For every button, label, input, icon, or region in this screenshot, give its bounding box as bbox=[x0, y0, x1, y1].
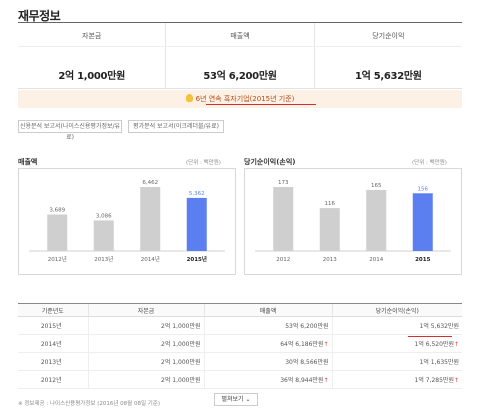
sales-value: 53억 6,200만원 bbox=[285, 323, 329, 330]
sales-value: 64억 6,186만원 bbox=[280, 341, 324, 348]
data-label: 173 bbox=[278, 180, 289, 186]
bulb-icon bbox=[185, 94, 193, 102]
data-source-note: ※ 정보제공 : 나이스신용평가정보 (2016년 08월 08일 기준) bbox=[18, 401, 161, 407]
bar-2012년 bbox=[47, 214, 68, 251]
tick-label: 2015년 bbox=[187, 255, 207, 263]
summary-label: 자본금 bbox=[82, 32, 102, 40]
page-title: 재무정보 bbox=[18, 9, 61, 23]
cell-capital: 2억 1,000만원 bbox=[87, 370, 204, 389]
cell-sales: 30억 8,566만원 bbox=[203, 352, 332, 371]
tick-label: 2013년 bbox=[94, 255, 113, 263]
divider bbox=[314, 46, 462, 47]
data-label: 156 bbox=[418, 186, 429, 192]
arrow-up-icon: ↑ bbox=[323, 341, 329, 348]
profit-chart-svg: 173 2012 116 2013 165 2014 156 2015 bbox=[255, 180, 451, 263]
sales-chart-title: 매출액 bbox=[18, 158, 38, 166]
cell-capital: 2억 1,000만원 bbox=[87, 334, 204, 353]
cell-net-income: 1억 6,520만원↑ bbox=[331, 334, 462, 353]
table-row: 2012년 2억 1,000만원 36억 8,944만원↑ 1억 7,285만원… bbox=[18, 370, 462, 389]
cell-net-income: 1억 5,632만원 bbox=[331, 316, 462, 335]
title-divider bbox=[18, 22, 462, 23]
evaluation-report-button[interactable]: 평가분석 보고서(이크레더블/유료) bbox=[128, 120, 224, 133]
summary-value: 2억 1,000만원 bbox=[58, 71, 125, 82]
tick-label: 2012년 bbox=[48, 255, 67, 263]
data-label: 6,462 bbox=[142, 180, 158, 186]
tick-label: 2012 bbox=[276, 257, 290, 263]
financial-table: 기준년도 자본금 매출액 당기순이익(손익) 2015년 2억 1,000만원 … bbox=[18, 303, 462, 389]
profit-value: 1억 6,520만원 bbox=[414, 341, 454, 348]
cell-net-income: 1억 7,285만원↑ bbox=[331, 370, 462, 389]
tick-label: 2014년 bbox=[141, 255, 160, 263]
cell-capital: 2억 1,000만원 bbox=[87, 316, 204, 335]
summary-panel: 자본금 2억 1,000만원 매출액 53억 6,200만원 당기순이익 1억 … bbox=[18, 23, 462, 89]
credit-report-button[interactable]: 신용분석 보고서(나이스신용평가정보/유료) bbox=[18, 120, 122, 141]
highlight-underline bbox=[206, 104, 316, 105]
cell-net-income: 1억 1,635만원 bbox=[331, 352, 462, 371]
expand-button[interactable]: 펼쳐보기 ⌄ bbox=[214, 393, 258, 406]
data-label: 5,362 bbox=[189, 191, 205, 197]
cell-sales: 36억 8,944만원↑ bbox=[203, 370, 332, 389]
profit-chart-title: 당기순이익(손익) bbox=[244, 158, 296, 166]
profit-value: 1억 5,632만원 bbox=[419, 323, 459, 330]
profit-value: 1억 7,285만원 bbox=[414, 377, 454, 384]
highlight-underline bbox=[408, 336, 452, 337]
col-sales: 매출액 bbox=[203, 303, 332, 317]
table-row: 2013년 2억 1,000만원 30억 8,566만원 1억 1,635만원 bbox=[18, 352, 462, 371]
col-capital: 자본금 bbox=[87, 303, 204, 317]
sales-chart-svg: 3,689 2012년 3,086 2013년 6,462 2014년 5,362 2015년 bbox=[29, 180, 225, 263]
table-row: 2014년 2억 1,000만원 64억 6,186만원↑ 1억 6,520만원… bbox=[18, 334, 462, 353]
bar-2014 bbox=[366, 189, 387, 251]
data-label: 3,689 bbox=[49, 207, 65, 213]
cell-year: 2013년 bbox=[18, 352, 88, 371]
bar-2012 bbox=[273, 187, 294, 251]
bar-2014년 bbox=[140, 187, 161, 251]
col-year: 기준년도 bbox=[18, 303, 88, 317]
summary-net-income: 당기순이익 1억 5,632만원 bbox=[313, 23, 462, 88]
divider bbox=[166, 46, 314, 47]
banner-text: 6년 연속 흑자기업(2015년 기준) bbox=[195, 95, 295, 103]
col-net-income: 당기순이익(손익) bbox=[331, 303, 462, 317]
bar-2015 bbox=[412, 193, 433, 251]
cell-sales: 64억 6,186만원↑ bbox=[203, 334, 332, 353]
summary-capital: 자본금 2억 1,000만원 bbox=[18, 23, 166, 88]
arrow-up-icon: ↑ bbox=[453, 341, 459, 348]
cell-sales: 53억 6,200만원 bbox=[203, 316, 332, 335]
cell-year: 2014년 bbox=[18, 334, 88, 353]
bar-2015년 bbox=[186, 197, 207, 251]
tick-label: 2014 bbox=[369, 257, 383, 263]
data-label: 116 bbox=[325, 201, 336, 207]
cell-capital: 2억 1,000만원 bbox=[87, 352, 204, 371]
cell-year: 2012년 bbox=[18, 370, 88, 389]
summary-label: 당기순이익 bbox=[372, 32, 405, 40]
data-label: 165 bbox=[371, 183, 382, 189]
tick-label: 2015 bbox=[415, 257, 430, 263]
data-label: 3,086 bbox=[96, 213, 112, 219]
arrow-up-icon: ↑ bbox=[453, 377, 459, 384]
bar-2013 bbox=[319, 208, 340, 251]
sales-value: 36억 8,944만원 bbox=[280, 377, 324, 384]
summary-sales: 매출액 53억 6,200만원 bbox=[165, 23, 314, 88]
divider bbox=[18, 46, 166, 47]
summary-label: 매출액 bbox=[230, 32, 250, 40]
arrow-up-icon: ↑ bbox=[323, 377, 329, 384]
summary-value: 1억 5,632만원 bbox=[354, 71, 422, 82]
sales-chart-unit: (단위 : 백만원) bbox=[186, 160, 221, 166]
bar-2013년 bbox=[93, 220, 114, 251]
profit-chart-unit: (단위 : 백만원) bbox=[412, 160, 447, 166]
table-row: 2015년 2억 1,000만원 53억 6,200만원 1억 5,632만원 bbox=[18, 316, 462, 335]
cell-year: 2015년 bbox=[18, 316, 88, 335]
tick-label: 2013 bbox=[323, 257, 337, 263]
profit-streak-banner: 6년 연속 흑자기업(2015년 기준) bbox=[18, 90, 462, 108]
table-header-row: 기준년도 자본금 매출액 당기순이익(손익) bbox=[18, 303, 462, 317]
sales-value: 30억 8,566만원 bbox=[285, 359, 329, 366]
profit-value: 1억 1,635만원 bbox=[419, 359, 459, 366]
profit-chart: 173 2012 116 2013 165 2014 156 2015 bbox=[244, 168, 462, 275]
sales-chart: 3,689 2012년 3,086 2013년 6,462 2014년 5,362 2015년 bbox=[18, 168, 236, 275]
summary-value: 53억 6,200만원 bbox=[203, 71, 277, 82]
